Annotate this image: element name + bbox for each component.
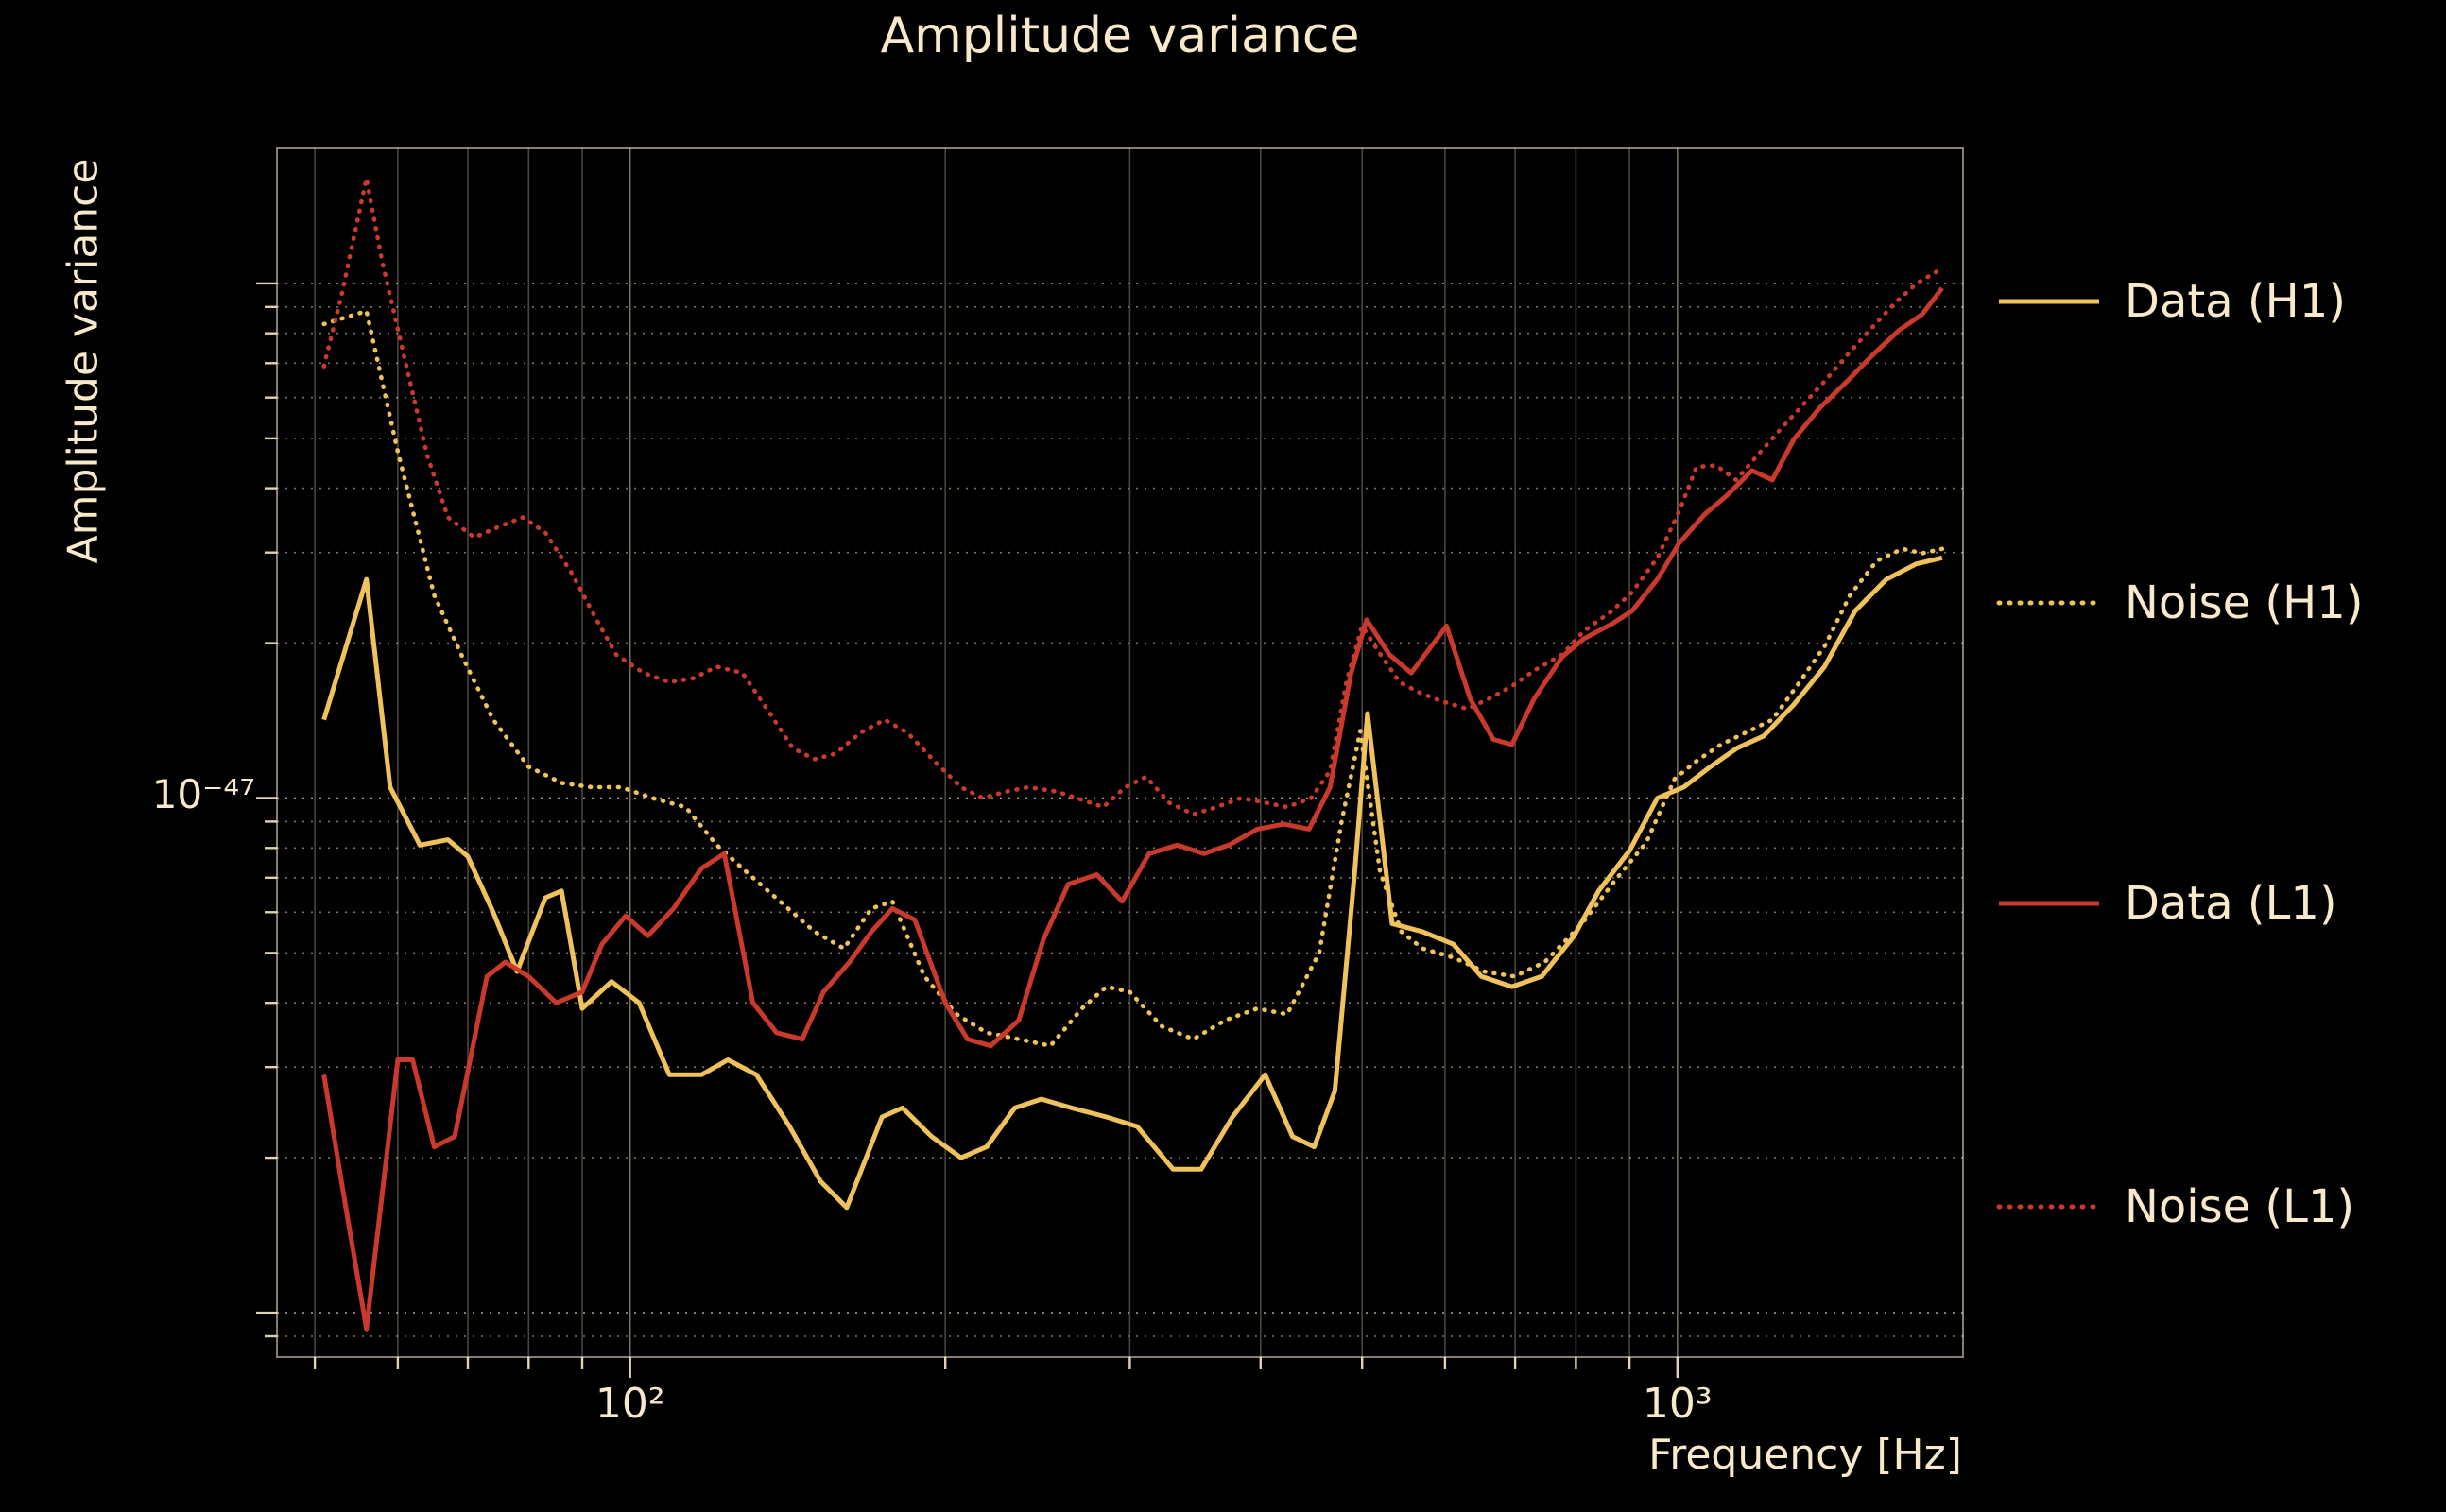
legend-label-data-l1: Data (L1) [2125, 877, 2337, 930]
chart-title: Amplitude variance [880, 8, 1360, 64]
x-axis-label: Frequency [Hz] [1648, 1431, 1962, 1479]
x-tick-label-100: 10² [594, 1380, 665, 1428]
legend-line-data-l1 [1999, 901, 2099, 906]
legend-line-noise-h1 [1996, 600, 2102, 606]
legend-label-data-h1: Data (H1) [2125, 275, 2346, 328]
legend-line-noise-l1 [1996, 1204, 2102, 1210]
legend-entry-data-l1: Data (L1) [1996, 876, 2337, 931]
legend-entry-noise-h1: Noise (H1) [1996, 576, 2364, 630]
legend-entry-noise-l1: Noise (L1) [1996, 1179, 2354, 1234]
legend-line-data-h1 [1999, 299, 2099, 304]
curve-noise-h1 [321, 308, 1945, 1048]
curve-noise-l1 [321, 176, 1945, 816]
y-axis-label: Amplitude variance [59, 158, 108, 564]
legend-label-noise-h1: Noise (H1) [2125, 576, 2364, 629]
legend-label-noise-l1: Noise (L1) [2125, 1180, 2355, 1233]
legend-entry-data-h1: Data (H1) [1996, 274, 2346, 329]
plot-frame [276, 147, 1964, 1358]
curve-data-l1 [321, 286, 1944, 1332]
y-tick-label-1e-47: 10⁻⁴⁷ [151, 771, 255, 817]
x-tick-label-1000: 10³ [1642, 1380, 1713, 1428]
